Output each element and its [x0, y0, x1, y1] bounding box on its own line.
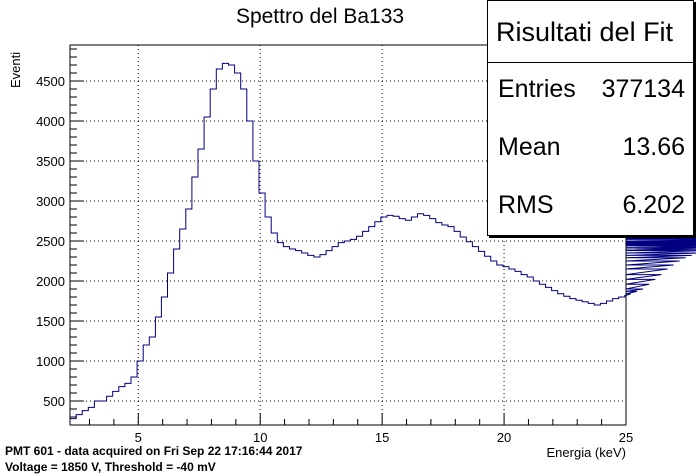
y-tick-label: 1000: [36, 354, 65, 369]
mean-value: 13.66: [622, 133, 685, 161]
rms-label: RMS: [498, 191, 554, 219]
y-tick-label: 500: [43, 394, 65, 409]
stats-row-mean: Mean 13.66: [488, 121, 693, 179]
y-tick-label: 2000: [36, 274, 65, 289]
x-tick-label: 20: [497, 430, 511, 445]
acquisition-info: PMT 601 - data acquired on Fri Sep 22 17…: [5, 444, 303, 458]
entries-label: Entries: [498, 75, 576, 103]
stats-row-entries: Entries 377134: [488, 63, 693, 121]
entries-value: 377134: [601, 75, 685, 103]
histogram-series-line: [70, 62, 696, 420]
x-tick-label: 15: [375, 430, 389, 445]
voltage-threshold-info: Voltage = 1850 V, Threshold = -40 mV: [5, 460, 216, 474]
fit-results-title: Risultati del Fit: [488, 1, 693, 63]
y-tick-label: 3500: [36, 154, 65, 169]
y-tick-label: 4500: [36, 74, 65, 89]
y-axis-ticks: 500 1000 1500 2000 2500 3000 3500 4000 4500: [36, 48, 84, 418]
grid-lines: [70, 45, 626, 425]
x-tick-label: 5: [135, 430, 142, 445]
fit-results-box: Risultati del Fit Entries 377134 Mean 13…: [487, 0, 694, 236]
y-tick-label: 4000: [36, 114, 65, 129]
y-tick-label: 3000: [36, 194, 65, 209]
x-tick-label: 25: [619, 430, 633, 445]
chart-title: Spettro del Ba133: [235, 5, 405, 28]
stats-row-rms: RMS 6.202: [488, 179, 693, 237]
y-tick-label: 1500: [36, 314, 65, 329]
rms-value: 6.202: [622, 191, 685, 219]
x-axis-ticks: 5 10 15 20 25: [89, 413, 633, 445]
x-axis-label: Energia (keV): [547, 445, 626, 460]
x-tick-label: 10: [253, 430, 267, 445]
y-tick-label: 2500: [36, 234, 65, 249]
mean-label: Mean: [498, 133, 561, 161]
y-axis-label: Eventi: [8, 52, 23, 88]
